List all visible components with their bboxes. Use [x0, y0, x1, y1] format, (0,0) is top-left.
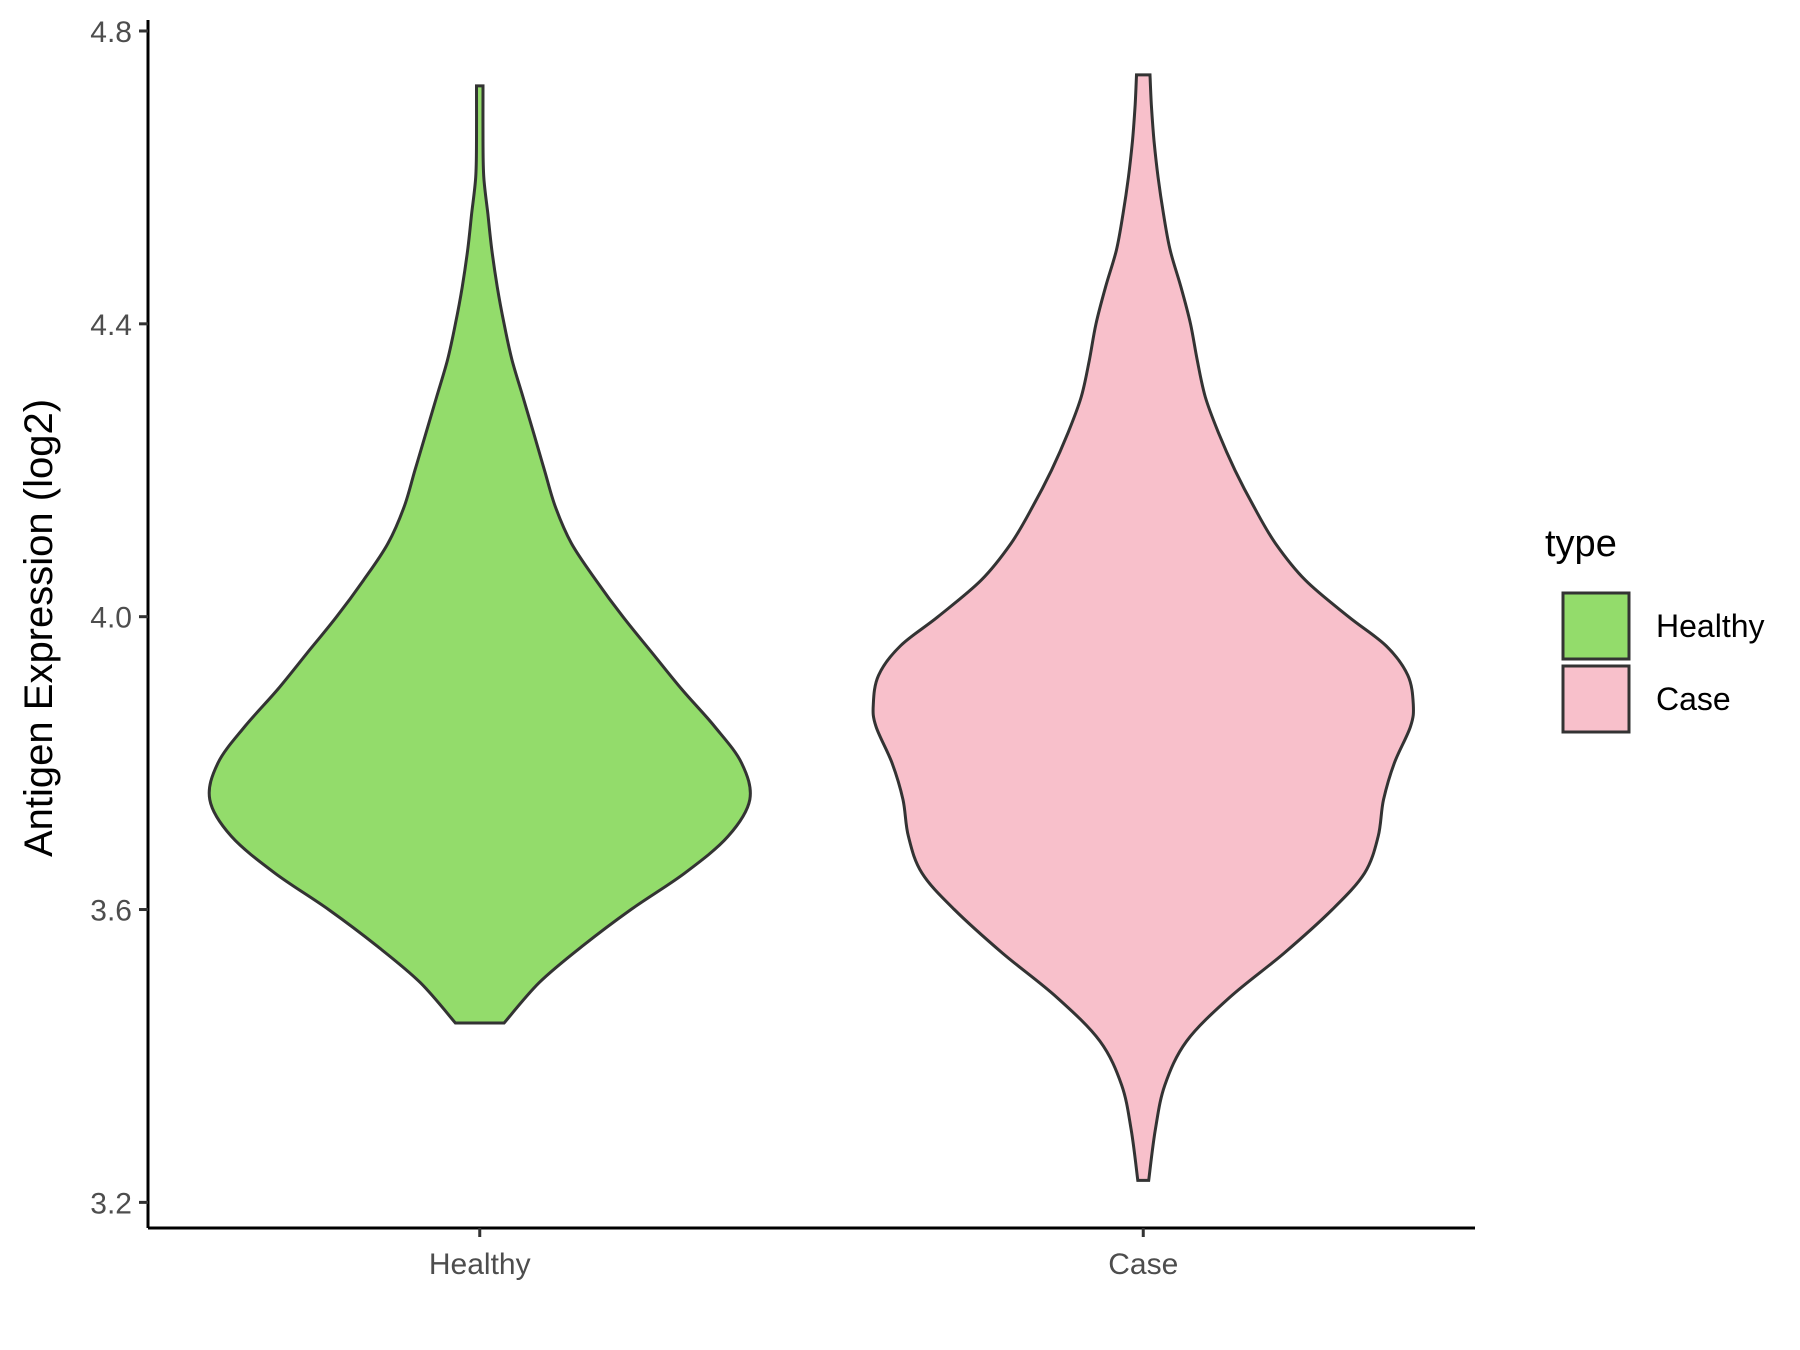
y-tick-label: 4.0	[90, 602, 132, 635]
y-tick-label: 4.4	[90, 309, 132, 342]
x-tick-label: Case	[1108, 1248, 1178, 1281]
legend-swatch-case	[1561, 664, 1631, 734]
axes	[146, 20, 1475, 1230]
y-tick-label: 4.8	[90, 16, 132, 49]
violin-case	[871, 73, 1415, 1182]
x-tick-label: Healthy	[429, 1248, 531, 1281]
legend-swatch-healthy	[1561, 591, 1631, 661]
y-axis-ticks: 3.2 3.6 4.0 4.4 4.8	[90, 16, 148, 1220]
x-axis-ticks: Healthy Case	[429, 1228, 1178, 1281]
y-axis-title: Antigen Expression (log2)	[17, 399, 61, 857]
violin-layer	[207, 73, 1415, 1182]
legend: type Healthy Case	[1545, 523, 1765, 734]
violin-healthy	[207, 84, 752, 1025]
legend-label-case: Case	[1656, 681, 1731, 717]
y-tick-label: 3.6	[90, 895, 132, 928]
y-tick-label: 3.2	[90, 1187, 132, 1220]
legend-title: type	[1545, 523, 1617, 565]
legend-label-healthy: Healthy	[1656, 608, 1765, 644]
